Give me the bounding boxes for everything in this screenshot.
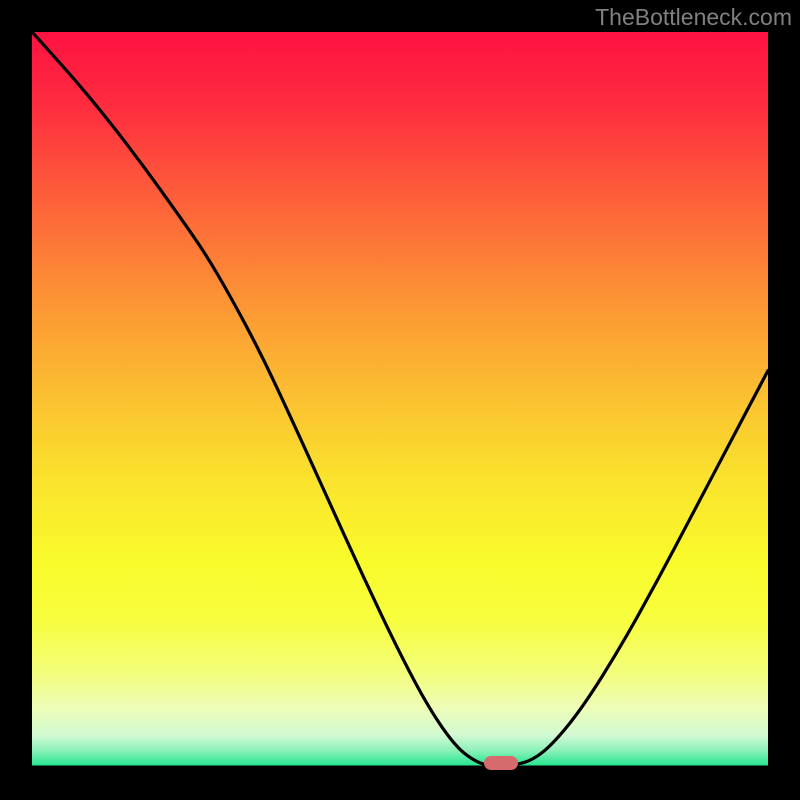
- watermark-text: TheBottleneck.com: [595, 4, 792, 31]
- plot-svg: [32, 32, 768, 768]
- optimum-marker: [484, 756, 518, 770]
- plot-area: [32, 32, 768, 768]
- gradient-background: [32, 32, 768, 768]
